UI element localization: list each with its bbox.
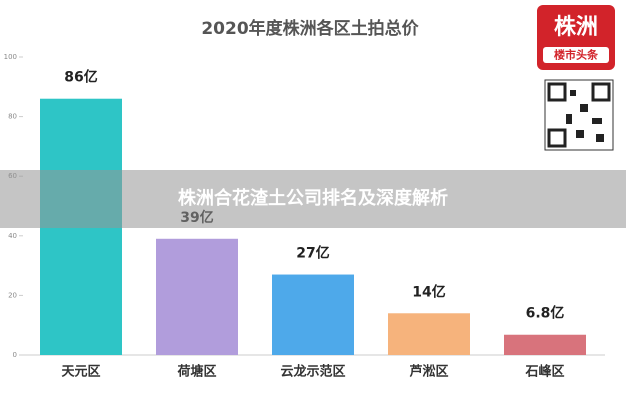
bar: [272, 274, 354, 355]
y-tick-label: 0: [13, 351, 17, 359]
value-label: 6.8亿: [526, 305, 565, 322]
qr-dot: [566, 114, 572, 124]
qr-code: [544, 79, 614, 151]
logo-sub-box: [543, 47, 609, 63]
qr-dot: [596, 134, 604, 142]
qr-dot: [576, 130, 584, 138]
x-tick-label: 天元区: [61, 365, 100, 380]
value-label: 14亿: [412, 283, 445, 300]
y-tick-label: 40: [8, 232, 17, 240]
x-tick-label: 芦淞区: [409, 364, 448, 380]
x-tick-label: 云龙示范区: [280, 364, 345, 380]
qr-dot: [580, 104, 588, 112]
value-label: 86亿: [64, 69, 97, 86]
x-tick-label: 石峰区: [524, 364, 564, 380]
bar: [504, 334, 586, 355]
banner-band: [0, 170, 626, 228]
y-tick-label: 100: [4, 53, 17, 61]
y-tick-label: 80: [8, 113, 17, 121]
qr-finder: [591, 82, 611, 102]
chart-title: 2020年度株洲各区土拍总价: [201, 18, 419, 39]
qr-dot: [592, 118, 602, 124]
bar: [156, 238, 238, 355]
banner-text: 株洲合花渣土公司排名及深度解析: [178, 187, 448, 209]
qr-finder: [547, 82, 567, 102]
qr-dot: [570, 90, 576, 96]
qr-finder: [547, 128, 567, 148]
x-tick-label: 荷塘区: [176, 364, 216, 380]
value-label: 27亿: [296, 245, 329, 262]
logo-subtitle: 楼市头条: [554, 48, 599, 62]
bar: [388, 313, 470, 355]
logo-name: 株洲: [554, 15, 598, 40]
logo: 株洲 楼市头条: [537, 5, 615, 70]
y-tick-label: 20: [8, 291, 17, 299]
